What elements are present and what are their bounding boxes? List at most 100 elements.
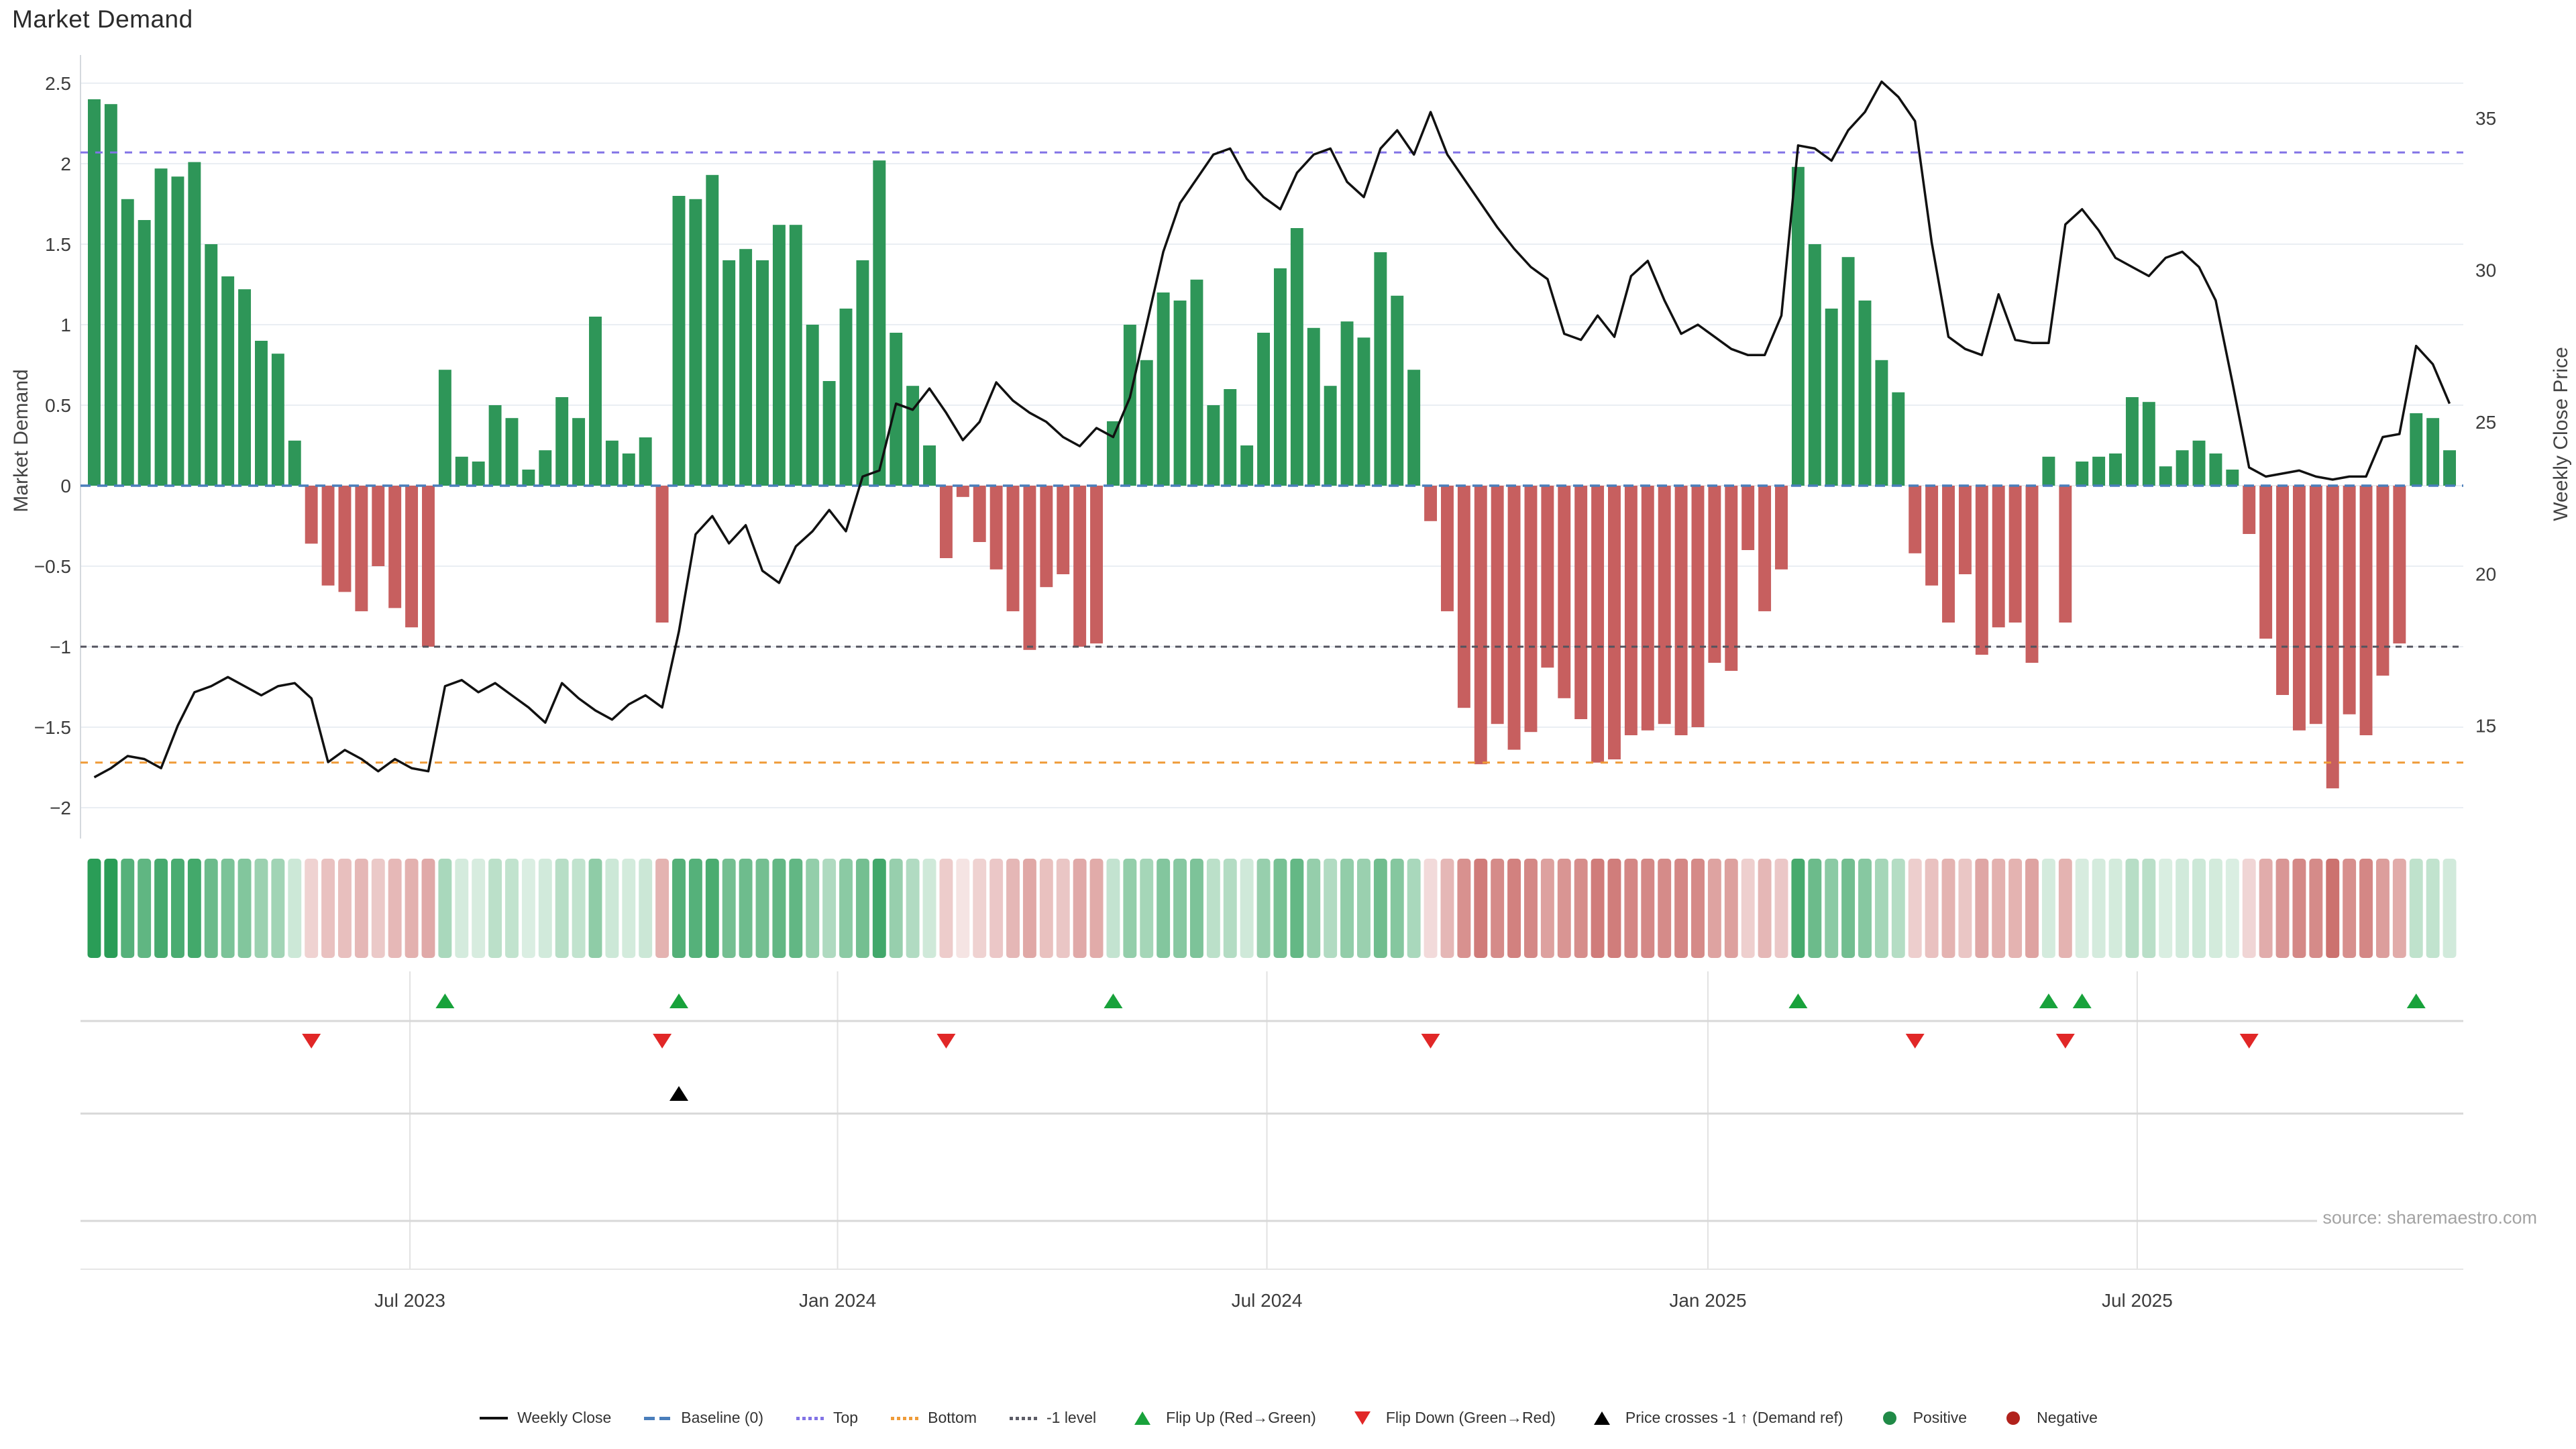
heatmap-cell xyxy=(1039,859,1053,958)
demand-bar xyxy=(1290,228,1303,486)
legend-item-top[interactable]: Top xyxy=(794,1409,858,1427)
demand-bar xyxy=(1942,486,1955,623)
demand-bar xyxy=(1457,486,1470,708)
demand-bar xyxy=(121,199,134,486)
heatmap-cell xyxy=(1658,859,1672,958)
demand-bar xyxy=(2209,453,2222,486)
heatmap-cell xyxy=(2443,859,2457,958)
heatmap-cell xyxy=(1256,859,1271,958)
heatmap-cell xyxy=(1307,859,1321,958)
demand-bar xyxy=(188,162,201,486)
heatmap-cell xyxy=(254,859,268,958)
demand-bar xyxy=(2343,486,2356,714)
demand-bar xyxy=(1909,486,1922,553)
y-tick-label: 0.5 xyxy=(45,395,71,416)
heatmap-cell xyxy=(1223,859,1237,958)
demand-bar xyxy=(1391,295,1404,486)
heatmap-cell xyxy=(922,859,936,958)
demand-bar xyxy=(321,486,335,586)
demand-bar xyxy=(822,381,836,486)
heatmap-cell xyxy=(2041,859,2055,958)
demand-bar xyxy=(572,418,586,486)
demand-bar xyxy=(2292,486,2306,731)
demand-bar xyxy=(622,453,635,486)
heatmap-cell xyxy=(1808,859,1822,958)
demand-bar xyxy=(1925,486,1939,586)
demand-bar xyxy=(372,486,385,566)
demand-bar xyxy=(1123,325,1136,486)
demand-bar xyxy=(2393,486,2406,644)
demand-bar xyxy=(2359,486,2373,735)
legend-item-weekly-close[interactable]: Weekly Close xyxy=(478,1409,611,1427)
heatmap-cell xyxy=(455,859,469,958)
x-tick-label: Jan 2025 xyxy=(1669,1290,1746,1311)
flip-up-marker xyxy=(435,994,455,1008)
demand-bar xyxy=(438,370,451,486)
legend-item-1-level[interactable]: -1 level xyxy=(1008,1409,1096,1427)
demand-bar xyxy=(1240,445,1254,486)
demand-bar xyxy=(539,450,552,486)
demand-bar xyxy=(1892,392,1905,486)
legend-item-flip-up-red-green[interactable]: Flip Up (Red→Green) xyxy=(1127,1409,1316,1427)
tri-up-swatch-icon xyxy=(1134,1411,1151,1425)
heatmap-cell xyxy=(1240,859,1254,958)
demand-bar xyxy=(839,309,853,486)
heatmap-cell xyxy=(388,859,402,958)
heatmap-cell xyxy=(2343,859,2357,958)
heatmap-cell xyxy=(739,859,753,958)
heatmap-cell xyxy=(1524,859,1538,958)
demand-bar xyxy=(2059,486,2072,623)
heatmap-cell xyxy=(2092,859,2106,958)
demand-bar xyxy=(104,104,117,486)
demand-bar xyxy=(2243,486,2256,534)
heatmap-cell xyxy=(1574,859,1588,958)
heatmap-cell xyxy=(1056,859,1070,958)
demand-bar xyxy=(1808,244,1821,486)
heatmap-cell xyxy=(688,859,702,958)
legend-item-negative[interactable]: Negative xyxy=(1998,1409,2098,1427)
demand-bar xyxy=(989,486,1003,570)
heatmap-cell xyxy=(1390,859,1404,958)
heatmap-cell xyxy=(2375,859,2390,958)
heatmap-cell xyxy=(237,859,252,958)
price-tick-label: 25 xyxy=(2475,412,2496,433)
heatmap-cell xyxy=(872,859,886,958)
legend-item-flip-down-green-red[interactable]: Flip Down (Green→Red) xyxy=(1347,1409,1556,1427)
heatmap-cell xyxy=(2108,859,2123,958)
flip-down-marker xyxy=(653,1034,672,1049)
demand-bar xyxy=(2426,418,2440,486)
dots-swatch-icon xyxy=(796,1416,824,1420)
demand-bar xyxy=(422,486,435,647)
heatmap-cell xyxy=(321,859,335,958)
demand-bar xyxy=(1491,486,1504,724)
demand-bar xyxy=(1975,486,1988,655)
demand-bar xyxy=(488,405,502,486)
demand-bar xyxy=(1841,257,1855,486)
heatmap-cell xyxy=(204,859,218,958)
legend-label: Weekly Close xyxy=(517,1409,612,1426)
demand-bar xyxy=(1006,486,1020,612)
demand-bar xyxy=(890,333,903,486)
price-tick-label: 20 xyxy=(2475,564,2496,584)
demand-bar xyxy=(138,220,151,486)
legend-item-positive[interactable]: Positive xyxy=(1874,1409,1967,1427)
heatmap-cell xyxy=(271,859,285,958)
heatmap-cell xyxy=(2125,859,2139,958)
demand-bar xyxy=(1658,486,1671,724)
demand-bar xyxy=(171,176,184,486)
demand-bar xyxy=(1507,486,1521,750)
legend-item-price-crosses-1-demand-ref[interactable]: Price crosses -1 ↑ (Demand ref) xyxy=(1587,1409,1843,1427)
legend-item-bottom[interactable]: Bottom xyxy=(889,1409,977,1427)
heatmap-cell xyxy=(822,859,837,958)
legend-item-baseline-0[interactable]: Baseline (0) xyxy=(642,1409,763,1427)
demand-bar xyxy=(1791,166,1805,486)
flip-down-marker xyxy=(2055,1034,2075,1049)
heatmap-cell xyxy=(2359,859,2373,958)
price-tick-label: 35 xyxy=(2475,108,2496,129)
demand-bar xyxy=(2192,440,2206,486)
heatmap-cell xyxy=(1925,859,1939,958)
heatmap-cell xyxy=(421,859,435,958)
demand-bar xyxy=(1407,370,1421,486)
